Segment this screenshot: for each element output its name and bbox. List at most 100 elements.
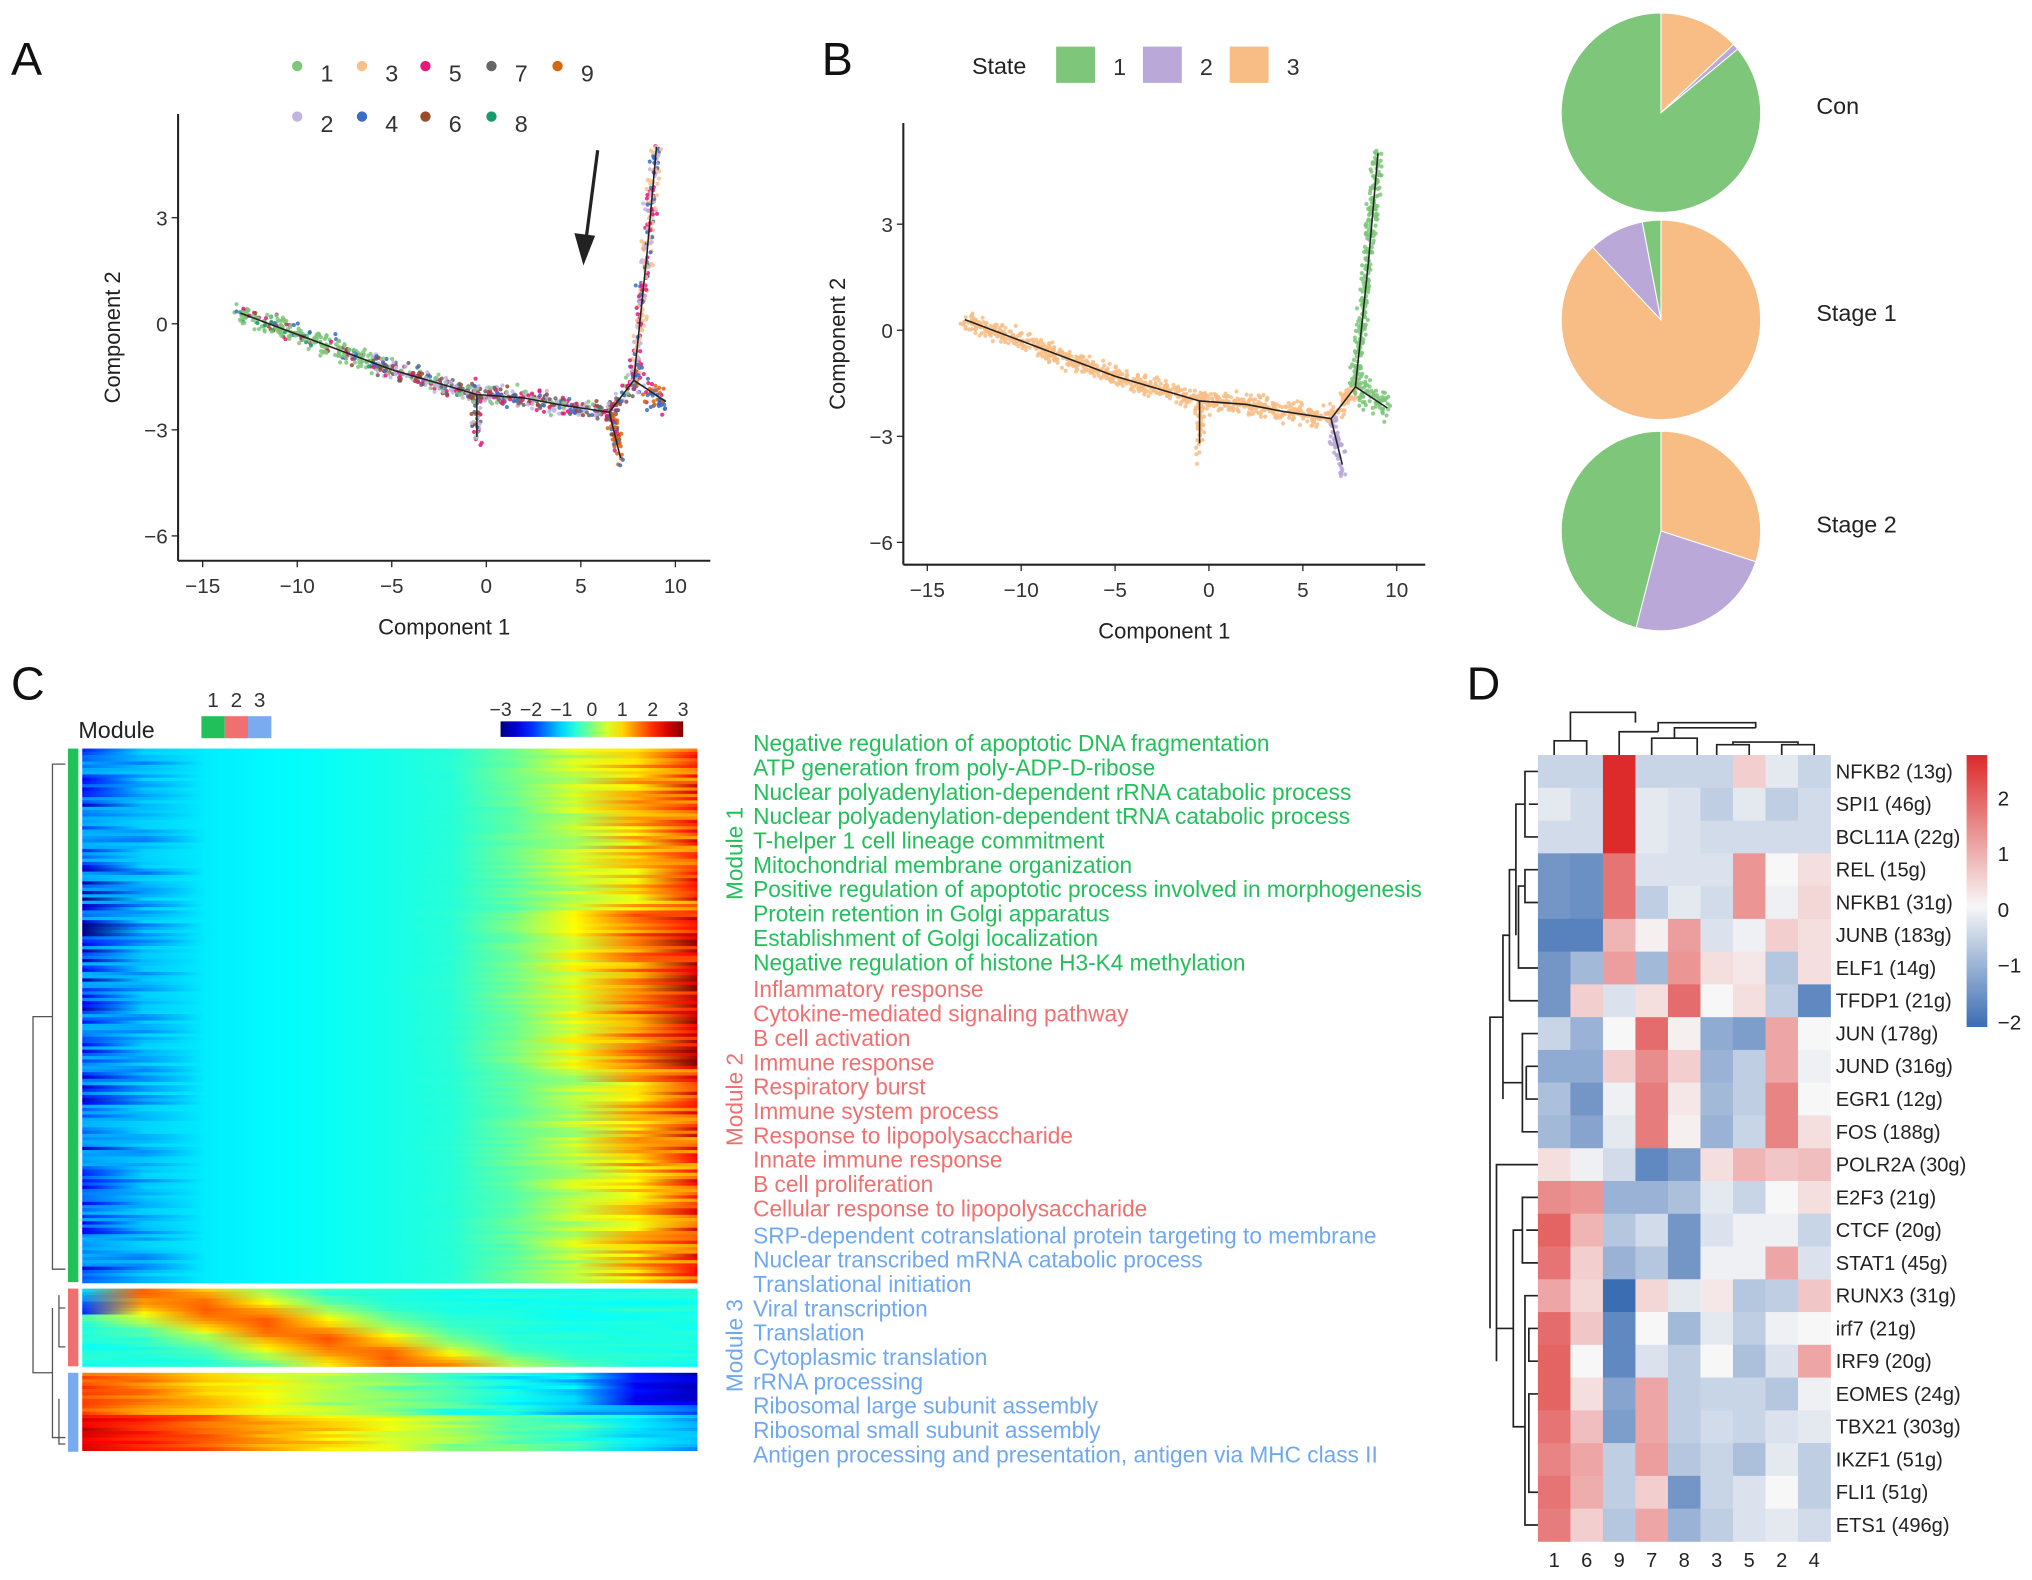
data-point: [1208, 392, 1214, 397]
data-point: [635, 362, 640, 367]
data-point: [428, 386, 433, 391]
data-point: [495, 390, 500, 395]
data-point: [1084, 358, 1089, 363]
x-tick-label: 10: [1385, 579, 1408, 602]
data-point: [417, 372, 422, 377]
data-point: [1140, 385, 1145, 390]
data-point: [1131, 376, 1136, 382]
data-point: [547, 397, 552, 402]
data-point: [635, 318, 640, 323]
data-point: [1341, 408, 1346, 413]
y-tick-label: −3: [144, 420, 168, 443]
data-point: [1239, 397, 1244, 402]
data-point: [1352, 374, 1357, 379]
data-point: [1024, 344, 1029, 349]
data-point: [492, 385, 497, 390]
data-point: [234, 309, 239, 314]
data-point: [1104, 376, 1109, 381]
data-point: [1010, 332, 1015, 338]
legend-dot: [292, 60, 303, 72]
data-point: [640, 318, 645, 323]
legend-dot: [486, 111, 497, 122]
data-point: [530, 406, 535, 411]
data-point: [279, 333, 284, 338]
data-point: [1354, 354, 1359, 359]
data-point: [1154, 375, 1159, 380]
data-point: [482, 398, 487, 403]
data-point: [318, 349, 324, 354]
data-point: [557, 411, 562, 416]
data-point: [530, 401, 535, 406]
data-point: [1351, 357, 1356, 362]
data-point: [329, 339, 334, 344]
legend-dot: [486, 60, 497, 72]
data-point: [1244, 392, 1249, 397]
data-point: [1051, 348, 1057, 353]
data-point: [988, 323, 993, 329]
data-point: [301, 337, 306, 342]
data-point: [1349, 383, 1354, 388]
data-point: [1359, 302, 1364, 307]
data-point: [269, 329, 274, 334]
data-point: [541, 403, 547, 408]
data-point: [352, 360, 358, 365]
data-point: [1102, 363, 1107, 368]
data-point: [1005, 336, 1010, 341]
data-point: [661, 386, 666, 391]
data-point: [265, 312, 270, 317]
data-point: [1113, 365, 1118, 370]
data-point: [576, 412, 581, 417]
data-point: [1187, 399, 1192, 404]
data-point: [590, 402, 595, 407]
data-point: [472, 383, 477, 389]
data-point: [252, 327, 257, 332]
data-point: [1314, 424, 1319, 430]
data-point: [416, 379, 421, 384]
data-point: [568, 411, 573, 416]
data-point: [595, 416, 600, 421]
data-point: [611, 415, 616, 420]
data-point: [612, 411, 617, 416]
data-point: [645, 192, 650, 197]
data-point: [1221, 394, 1226, 399]
data-point: [366, 364, 372, 369]
data-point: [641, 371, 646, 377]
data-point: [1228, 407, 1233, 412]
data-point: [1357, 316, 1362, 321]
y-tick-label: 0: [881, 320, 893, 343]
data-point: [457, 392, 462, 397]
data-point: [1118, 381, 1123, 386]
legend-item: 5: [420, 61, 462, 87]
data-point: [342, 342, 347, 347]
data-point: [983, 322, 988, 327]
data-point: [647, 159, 652, 164]
data-point: [1003, 325, 1008, 330]
data-point: [250, 318, 255, 323]
x-tick-label: 0: [1203, 579, 1215, 602]
data-point: [460, 395, 465, 400]
data-point: [584, 410, 589, 415]
data-point: [653, 383, 658, 388]
data-point: [1006, 341, 1011, 346]
data-point: [450, 390, 455, 395]
arrow-head-icon: [574, 233, 596, 266]
legend-dot: [356, 60, 368, 72]
trajectory-branch: [608, 411, 622, 459]
data-point: [634, 305, 639, 311]
data-point: [471, 429, 477, 434]
data-point: [625, 391, 630, 396]
data-point: [625, 372, 630, 378]
data-point: [1362, 275, 1367, 280]
data-point: [334, 342, 339, 347]
data-point: [500, 383, 505, 388]
data-point: [1369, 245, 1374, 250]
legend-label: 5: [449, 61, 462, 87]
data-point: [1064, 351, 1069, 357]
data-point: [654, 193, 660, 198]
data-point: [1125, 372, 1130, 377]
data-point: [638, 349, 643, 354]
data-point: [617, 440, 622, 445]
data-point: [648, 250, 653, 255]
data-point: [632, 383, 637, 388]
data-point: [1349, 396, 1354, 401]
